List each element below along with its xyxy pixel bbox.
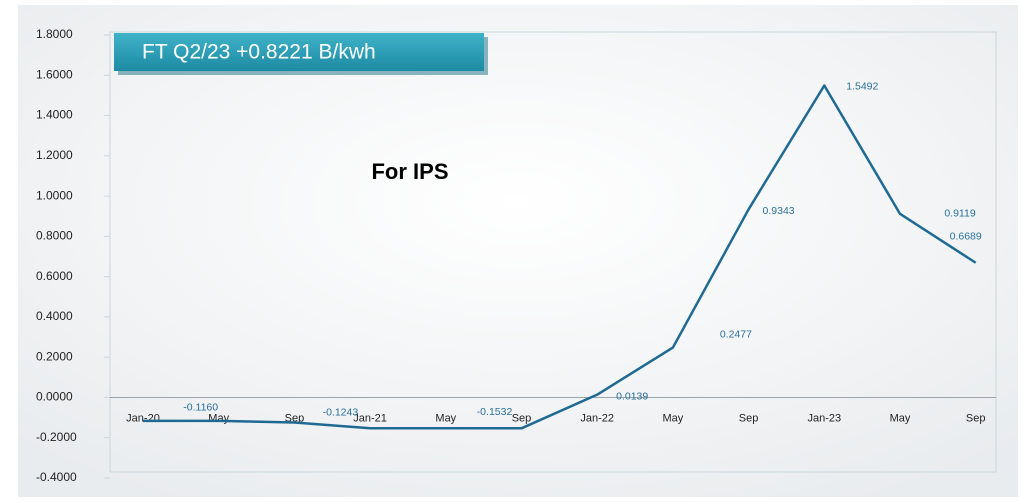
data-label: -0.1160 [183, 402, 218, 414]
y-tick-label: 1.0000 [36, 188, 73, 202]
x-tick-label: Jan-21 [353, 412, 387, 424]
title-box [114, 33, 484, 71]
data-label: 0.9343 [763, 205, 795, 217]
y-tick-label: 0.6000 [36, 269, 73, 283]
x-tick-label: Jan-20 [126, 412, 160, 424]
data-label: 0.6689 [950, 231, 982, 243]
y-tick-label: 1.6000 [36, 67, 73, 81]
y-tick-label: 1.8000 [36, 27, 73, 41]
data-label: 0.0139 [616, 390, 648, 402]
x-tick-label: May [435, 412, 456, 424]
y-tick-label: 0.8000 [36, 229, 73, 243]
data-label: -0.1243 [323, 406, 359, 418]
y-tick-label: 1.2000 [36, 148, 73, 162]
background [18, 5, 1018, 497]
y-tick-label: 0.0000 [36, 390, 73, 404]
y-tick-label: 1.4000 [36, 108, 73, 122]
data-label: 0.9119 [944, 208, 975, 220]
y-tick-label: -0.2000 [36, 430, 77, 444]
y-tick-label: 0.4000 [36, 309, 73, 323]
line-series [143, 84, 977, 430]
x-tick-label: Sep [512, 412, 532, 424]
annotation: For IPS [371, 159, 448, 184]
data-label: -0.1532 [477, 406, 513, 418]
x-tick-label: May [663, 412, 684, 424]
y-tick-label: -0.4000 [36, 470, 77, 484]
plot-frame [109, 31, 997, 473]
y-tick-label: 0.2000 [36, 349, 73, 363]
x-tick-label: Sep [966, 412, 986, 424]
data-label: 0.2477 [720, 328, 752, 340]
x-tick-label: Jan-23 [807, 412, 841, 424]
data-label: 1.5492 [846, 80, 878, 92]
x-tick-label: Sep [739, 412, 759, 424]
chart-title: FT Q2/23 +0.8221 B/kwh [142, 41, 376, 64]
x-tick-label: May [890, 412, 911, 424]
x-tick-label: Jan-22 [580, 412, 614, 424]
x-tick-label: May [208, 412, 229, 424]
